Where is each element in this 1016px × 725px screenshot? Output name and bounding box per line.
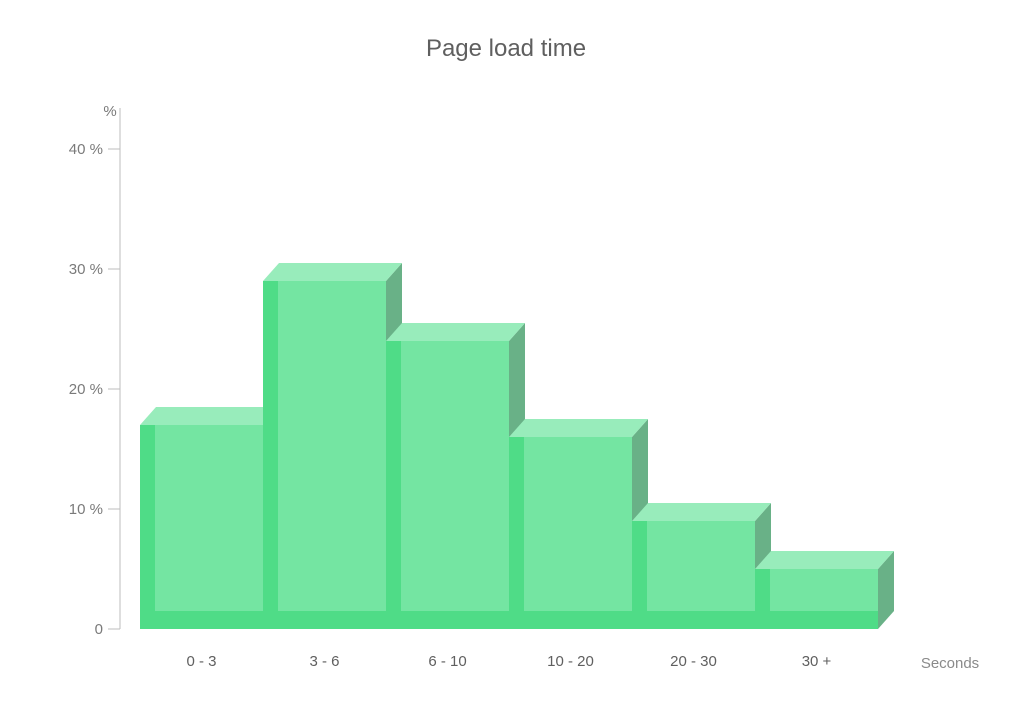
x-category-label: 30 + (802, 653, 832, 670)
bar-top-face (140, 407, 279, 425)
bar-bottom-edge (755, 611, 878, 629)
bar-top-face (755, 551, 894, 569)
bar-left-edge (140, 425, 155, 629)
x-category-label: 3 - 6 (309, 653, 339, 670)
bar-left-edge (386, 341, 401, 629)
x-category-label: 20 - 30 (670, 653, 717, 670)
chart-title: Page load time (426, 35, 586, 62)
bar (632, 503, 771, 629)
y-axis-ticks: 0 10 % 20 % 30 % 40 % (69, 141, 120, 638)
y-tick-label: 20 % (69, 381, 103, 398)
bar-top-face (263, 263, 402, 281)
bar (263, 263, 402, 629)
bar-front-face (386, 341, 509, 629)
bar (755, 551, 894, 629)
bar-front-face (140, 425, 263, 629)
bar-front-face (509, 437, 632, 629)
bar-side-face (878, 551, 894, 629)
x-axis-label: Seconds (921, 655, 979, 672)
x-axis-category-labels: 0 - 3 3 - 6 6 - 10 10 - 20 20 - 30 30 + (186, 653, 831, 670)
bar (386, 323, 525, 629)
bar-bottom-edge (509, 611, 632, 629)
x-category-label: 10 - 20 (547, 653, 594, 670)
bar-top-face (632, 503, 771, 521)
y-tick-label: 10 % (69, 501, 103, 518)
y-axis-label: % (103, 103, 116, 120)
y-tick-label: 40 % (69, 141, 103, 158)
bar-front-face (263, 281, 386, 629)
x-category-label: 6 - 10 (428, 653, 466, 670)
bar-bottom-edge (263, 611, 386, 629)
y-tick-label: 0 (95, 621, 103, 638)
bar-bottom-edge (632, 611, 755, 629)
bar (140, 407, 279, 629)
bar-left-edge (509, 437, 524, 629)
bar-series (140, 263, 894, 629)
bar-left-edge (263, 281, 278, 629)
bar-top-face (509, 419, 648, 437)
y-tick-label: 30 % (69, 261, 103, 278)
bar-bottom-edge (386, 611, 509, 629)
bar-left-edge (632, 521, 647, 629)
bar-bottom-edge (140, 611, 263, 629)
x-category-label: 0 - 3 (186, 653, 216, 670)
bar (509, 419, 648, 629)
bar-top-face (386, 323, 525, 341)
